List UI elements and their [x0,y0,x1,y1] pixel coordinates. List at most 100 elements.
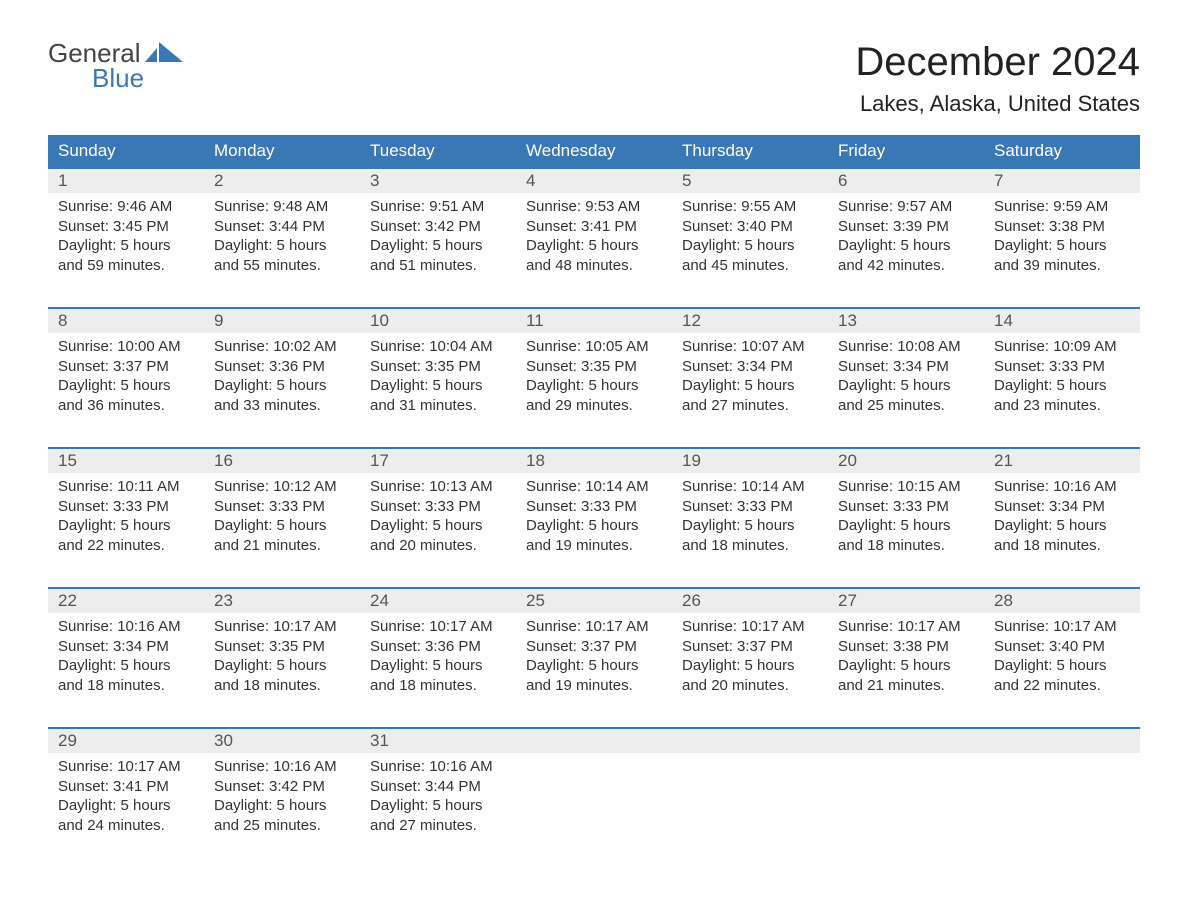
sunset-text: Sunset: 3:39 PM [838,217,974,237]
day-number: 10 [360,309,516,333]
daynum-row: 891011121314 [48,309,1140,333]
daylight-text-2: and 25 minutes. [214,816,350,836]
day-number: 3 [360,169,516,193]
daylight-text-1: Daylight: 5 hours [58,796,194,816]
daylight-text-1: Daylight: 5 hours [526,376,662,396]
day-cell: Sunrise: 10:04 AMSunset: 3:35 PMDaylight… [360,333,516,433]
sunrise-text: Sunrise: 10:02 AM [214,337,350,357]
sunset-text: Sunset: 3:40 PM [994,637,1130,657]
daylight-text-1: Daylight: 5 hours [994,376,1130,396]
day-number: 19 [672,449,828,473]
calendar-week: 891011121314Sunrise: 10:00 AMSunset: 3:3… [48,307,1140,433]
day-number: 17 [360,449,516,473]
day-number: 28 [984,589,1140,613]
daylight-text-1: Daylight: 5 hours [838,656,974,676]
daylight-text-1: Daylight: 5 hours [682,656,818,676]
daylight-text-2: and 19 minutes. [526,536,662,556]
day-cell: Sunrise: 10:17 AMSunset: 3:35 PMDaylight… [204,613,360,713]
sunrise-text: Sunrise: 10:09 AM [994,337,1130,357]
sunset-text: Sunset: 3:34 PM [838,357,974,377]
page-header: General Blue December 2024 Lakes, Alaska… [48,40,1140,117]
sunrise-text: Sunrise: 10:13 AM [370,477,506,497]
day-number: 24 [360,589,516,613]
daylight-text-1: Daylight: 5 hours [214,656,350,676]
sunrise-text: Sunrise: 10:17 AM [214,617,350,637]
daynum-row: 1234567 [48,169,1140,193]
sunrise-text: Sunrise: 10:15 AM [838,477,974,497]
sunset-text: Sunset: 3:41 PM [58,777,194,797]
sunrise-text: Sunrise: 9:53 AM [526,197,662,217]
sunset-text: Sunset: 3:35 PM [526,357,662,377]
day-number: 25 [516,589,672,613]
day-cell: Sunrise: 9:57 AMSunset: 3:39 PMDaylight:… [828,193,984,293]
sunrise-text: Sunrise: 9:46 AM [58,197,194,217]
daylight-text-1: Daylight: 5 hours [838,236,974,256]
sunrise-text: Sunrise: 10:17 AM [994,617,1130,637]
calendar-week: 22232425262728Sunrise: 10:16 AMSunset: 3… [48,587,1140,713]
day-cell: Sunrise: 10:17 AMSunset: 3:38 PMDaylight… [828,613,984,713]
daynum-row: 293031 [48,729,1140,753]
daylight-text-2: and 51 minutes. [370,256,506,276]
sunset-text: Sunset: 3:36 PM [370,637,506,657]
day-cell: Sunrise: 10:11 AMSunset: 3:33 PMDaylight… [48,473,204,573]
sunrise-text: Sunrise: 10:05 AM [526,337,662,357]
sunset-text: Sunset: 3:34 PM [58,637,194,657]
day-cell: Sunrise: 9:51 AMSunset: 3:42 PMDaylight:… [360,193,516,293]
day-number [672,729,828,753]
page-title: December 2024 [855,40,1140,85]
day-cell: Sunrise: 10:02 AMSunset: 3:36 PMDaylight… [204,333,360,433]
day-cell: Sunrise: 10:17 AMSunset: 3:40 PMDaylight… [984,613,1140,713]
weekday-monday: Monday [204,135,360,167]
day-number [828,729,984,753]
sunset-text: Sunset: 3:34 PM [994,497,1130,517]
sunset-text: Sunset: 3:33 PM [994,357,1130,377]
daylight-text-2: and 29 minutes. [526,396,662,416]
daylight-text-2: and 21 minutes. [214,536,350,556]
day-cell: Sunrise: 9:59 AMSunset: 3:38 PMDaylight:… [984,193,1140,293]
day-cell: Sunrise: 10:00 AMSunset: 3:37 PMDaylight… [48,333,204,433]
daylight-text-1: Daylight: 5 hours [214,236,350,256]
sunset-text: Sunset: 3:37 PM [58,357,194,377]
daylight-text-1: Daylight: 5 hours [58,656,194,676]
daylight-text-1: Daylight: 5 hours [682,376,818,396]
day-number: 26 [672,589,828,613]
day-cell: Sunrise: 10:17 AMSunset: 3:36 PMDaylight… [360,613,516,713]
day-cell: Sunrise: 9:55 AMSunset: 3:40 PMDaylight:… [672,193,828,293]
sunrise-text: Sunrise: 9:59 AM [994,197,1130,217]
sunrise-text: Sunrise: 9:57 AM [838,197,974,217]
day-number: 4 [516,169,672,193]
day-cell: Sunrise: 10:16 AMSunset: 3:44 PMDaylight… [360,753,516,853]
sunrise-text: Sunrise: 10:12 AM [214,477,350,497]
weekday-header: Sunday Monday Tuesday Wednesday Thursday… [48,135,1140,167]
daylight-text-1: Daylight: 5 hours [994,656,1130,676]
sunset-text: Sunset: 3:42 PM [214,777,350,797]
daylight-text-1: Daylight: 5 hours [214,796,350,816]
daylight-text-2: and 27 minutes. [682,396,818,416]
sunrise-text: Sunrise: 10:11 AM [58,477,194,497]
sunset-text: Sunset: 3:44 PM [370,777,506,797]
sunrise-text: Sunrise: 10:17 AM [682,617,818,637]
sunset-text: Sunset: 3:40 PM [682,217,818,237]
day-number: 8 [48,309,204,333]
daylight-text-2: and 55 minutes. [214,256,350,276]
sunset-text: Sunset: 3:44 PM [214,217,350,237]
day-number: 22 [48,589,204,613]
daylight-text-2: and 31 minutes. [370,396,506,416]
daylight-text-2: and 18 minutes. [370,676,506,696]
sunset-text: Sunset: 3:33 PM [370,497,506,517]
daylight-text-2: and 18 minutes. [214,676,350,696]
day-cell: Sunrise: 10:15 AMSunset: 3:33 PMDaylight… [828,473,984,573]
daylight-text-1: Daylight: 5 hours [370,796,506,816]
brand-logo: General Blue [48,40,183,93]
weekday-tuesday: Tuesday [360,135,516,167]
calendar-week: 1234567Sunrise: 9:46 AMSunset: 3:45 PMDa… [48,167,1140,293]
day-number: 21 [984,449,1140,473]
day-number: 13 [828,309,984,333]
daylight-text-2: and 21 minutes. [838,676,974,696]
daylight-text-2: and 18 minutes. [838,536,974,556]
daylight-text-1: Daylight: 5 hours [214,376,350,396]
sunrise-text: Sunrise: 10:17 AM [58,757,194,777]
brand-line2: Blue [48,65,183,92]
sunset-text: Sunset: 3:35 PM [214,637,350,657]
day-number: 29 [48,729,204,753]
